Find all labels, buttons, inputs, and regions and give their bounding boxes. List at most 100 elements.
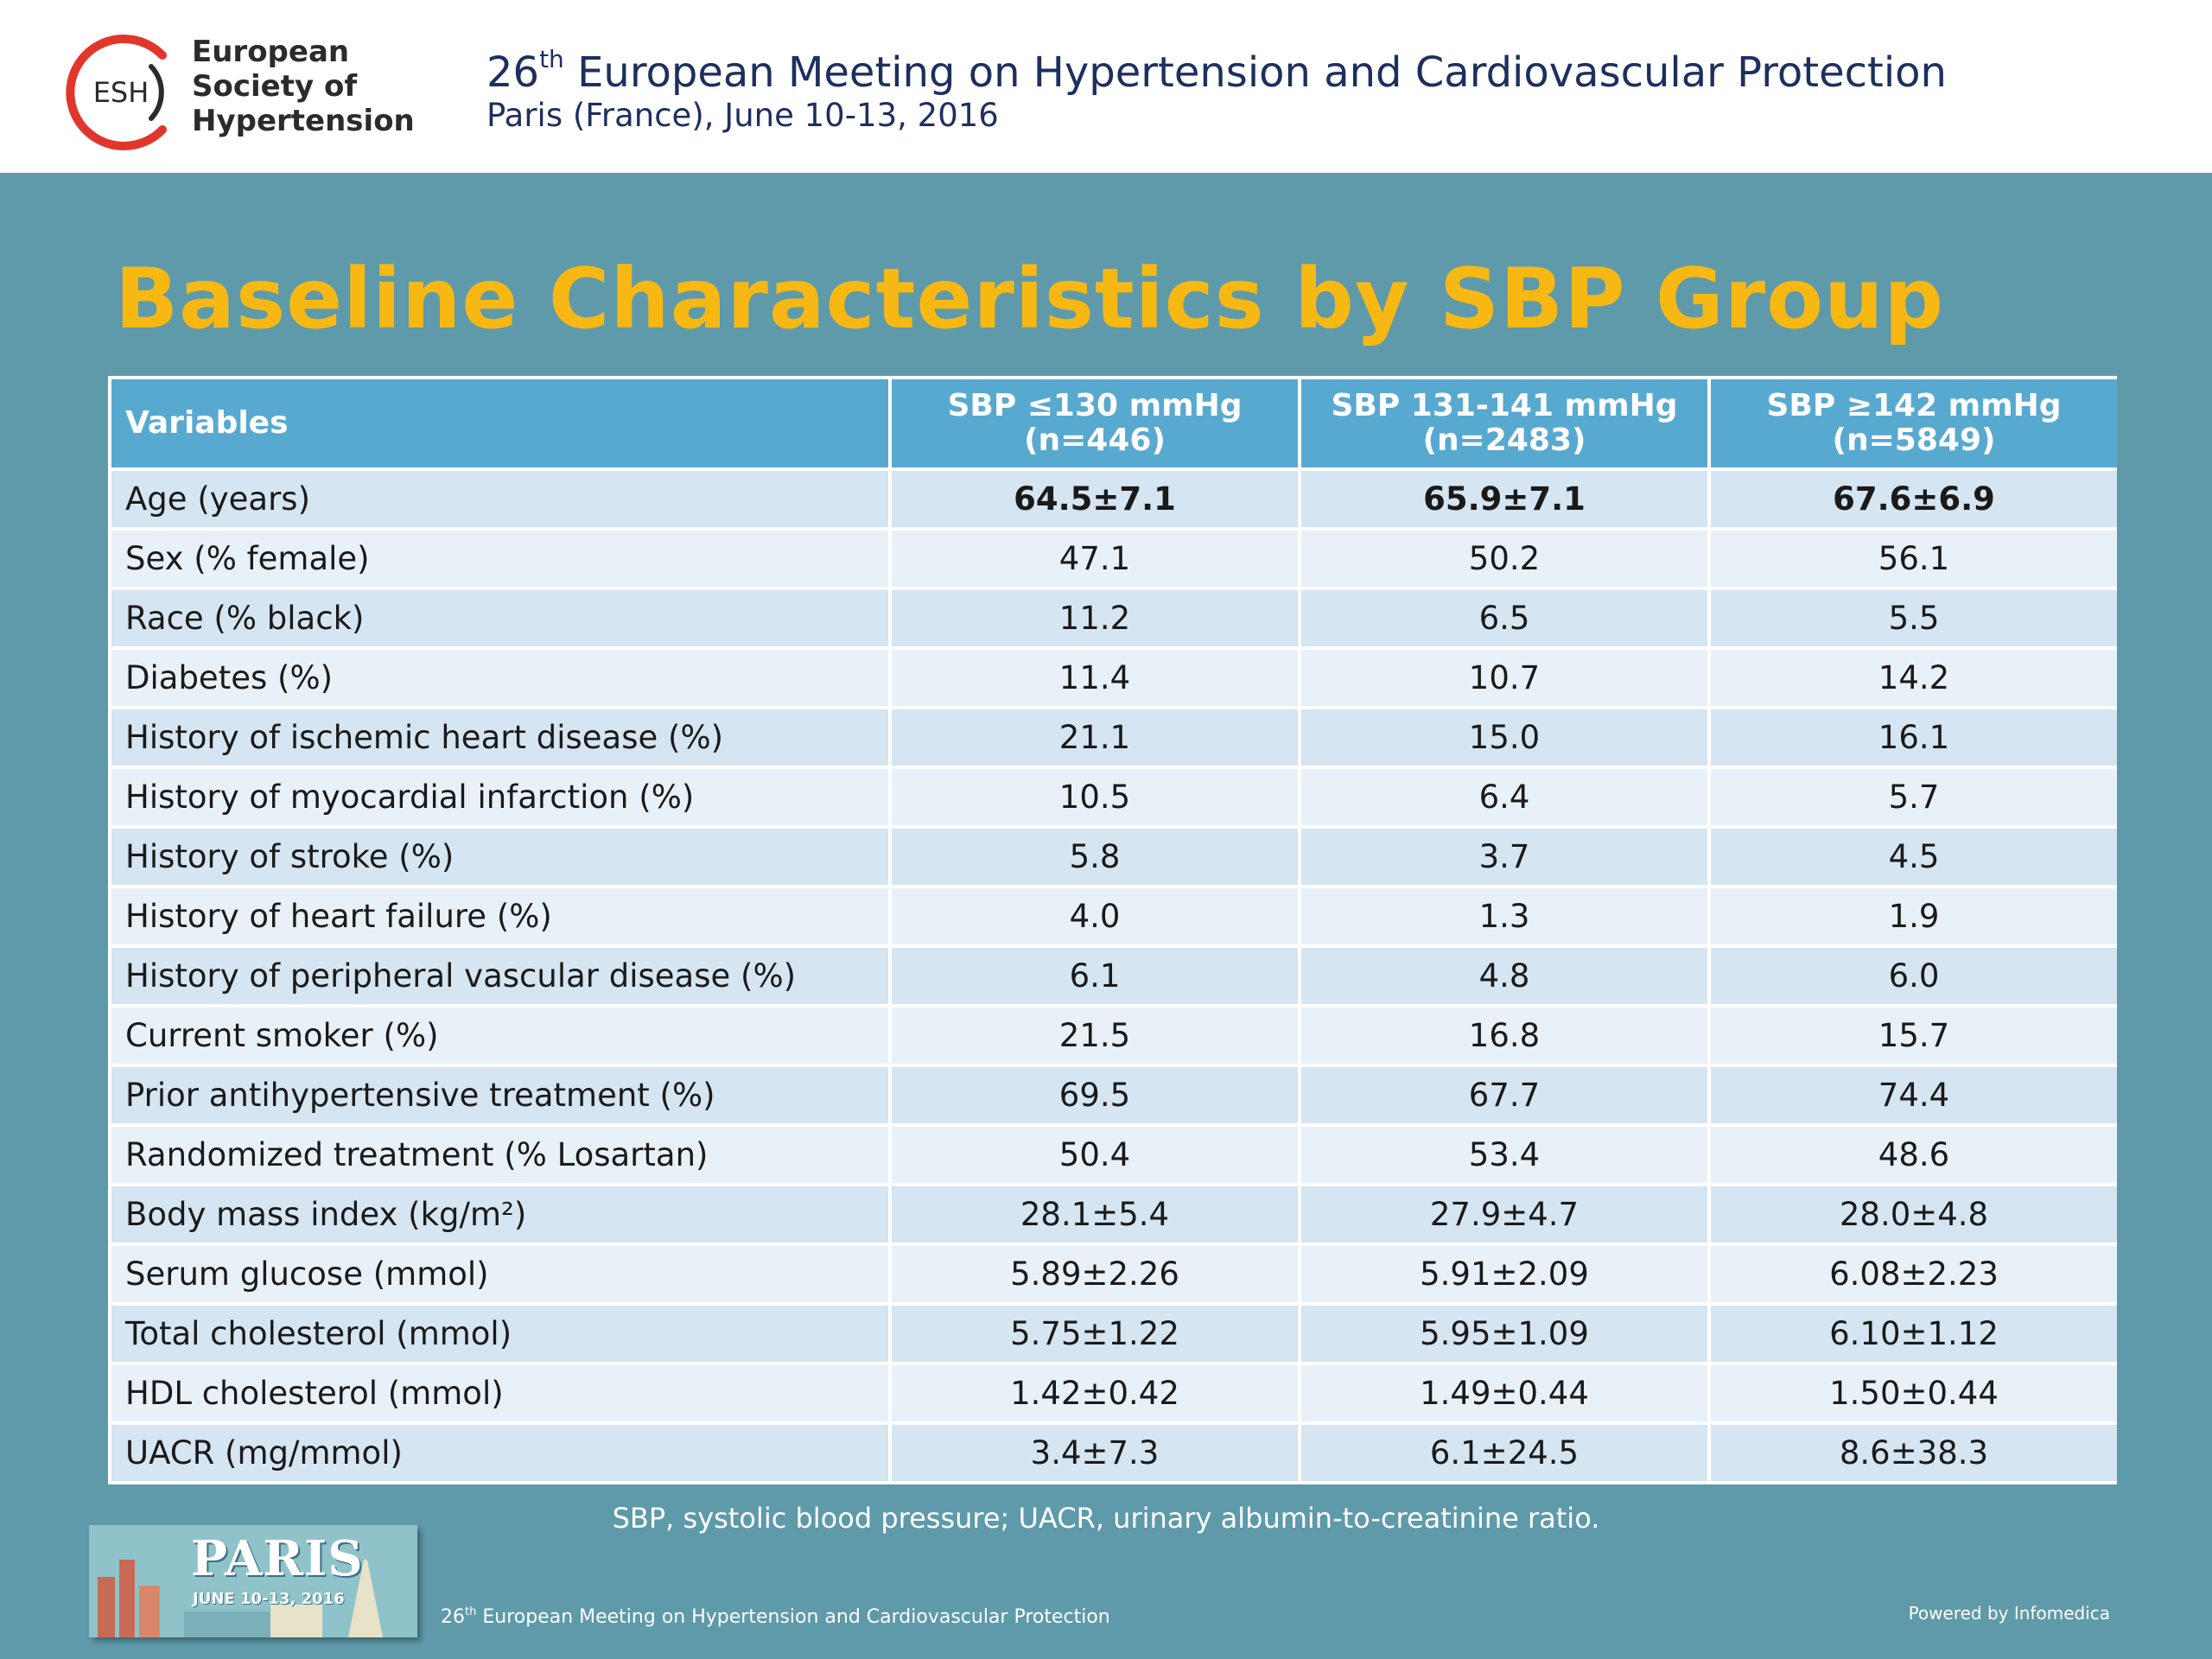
- row-label: Current smoker (%): [111, 1007, 888, 1064]
- table-row: Serum glucose (mmol) 5.89±2.26 5.91±2.09 6.…: [111, 1246, 2117, 1302]
- row-value-group-2: 16.8: [1301, 1007, 1707, 1064]
- organization-name: European Society of Hypertension: [192, 35, 415, 138]
- powered-by-text: Powered by Infomedica: [1908, 1603, 2110, 1624]
- row-value-group-2: 4.8: [1301, 948, 1707, 1004]
- table-row: Total cholesterol (mmol) 5.75±1.22 5.95±1.…: [111, 1306, 2117, 1362]
- row-value-group-3: 74.4: [1711, 1067, 2117, 1123]
- row-value-group-2: 15.0: [1301, 709, 1707, 766]
- row-value-group-2: 6.4: [1301, 769, 1707, 825]
- row-value-group-1: 11.4: [892, 650, 1298, 706]
- row-label: History of heart failure (%): [111, 888, 888, 944]
- meeting-title-text: European Meeting on Hypertension and Car…: [577, 48, 1947, 97]
- row-value-group-2: 10.7: [1301, 650, 1707, 706]
- header-bar: ESH European Society of Hypertension 26t…: [0, 0, 2212, 173]
- row-value-group-2: 53.4: [1301, 1127, 1707, 1183]
- footer-ordinal: 26: [441, 1606, 465, 1628]
- row-value-group-3: 56.1: [1711, 531, 2117, 587]
- table-row: Prior antihypertensive treatment (%) 69.5…: [111, 1067, 2117, 1123]
- table-row: History of myocardial infarction (%) 10.5…: [111, 769, 2117, 825]
- footer-meeting-text: 26th European Meeting on Hypertension an…: [441, 1605, 1110, 1628]
- row-value-group-3: 6.08±2.23: [1711, 1246, 2117, 1302]
- row-value-group-1: 6.1: [892, 948, 1298, 1004]
- row-value-group-3: 8.6±38.3: [1711, 1425, 2117, 1481]
- row-value-group-3: 28.0±4.8: [1711, 1186, 2117, 1243]
- header-group-2: SBP 131-141 mmHg (n=2483): [1301, 379, 1707, 467]
- row-value-group-1: 10.5: [892, 769, 1298, 825]
- paris-skyline-icon: [89, 1525, 417, 1637]
- row-value-group-3: 48.6: [1711, 1127, 2117, 1183]
- row-value-group-1: 21.5: [892, 1007, 1298, 1064]
- row-value-group-1: 47.1: [892, 531, 1298, 587]
- row-label: History of ischemic heart disease (%): [111, 709, 888, 766]
- table-header-row: Variables SBP ≤130 mmHg (n=446) SBP 131-1…: [111, 379, 2117, 467]
- table-row: Age (years) 64.5±7.1 65.9±7.1 67.6±6.9: [111, 471, 2117, 527]
- meeting-title: 26th European Meeting on Hypertension an…: [486, 45, 1947, 97]
- row-label: UACR (mg/mmol): [111, 1425, 888, 1481]
- meeting-subtitle: Paris (France), June 10-13, 2016: [486, 97, 999, 134]
- row-value-group-1: 11.2: [892, 590, 1298, 646]
- badge-date: JUNE 10-13, 2016: [193, 1590, 345, 1608]
- table-row: Diabetes (%) 11.4 10.7 14.2: [111, 650, 2117, 706]
- baseline-table: Variables SBP ≤130 mmHg (n=446) SBP 131-1…: [108, 376, 2117, 1484]
- footer-meeting-name: European Meeting on Hypertension and Car…: [482, 1606, 1110, 1628]
- row-label: Prior antihypertensive treatment (%): [111, 1067, 888, 1123]
- table-row: History of stroke (%) 5.8 3.7 4.5: [111, 829, 2117, 885]
- row-value-group-3: 6.10±1.12: [1711, 1306, 2117, 1362]
- footnote: SBP, systolic blood pressure; UACR, urin…: [612, 1502, 1600, 1535]
- logo-text: ESH: [93, 76, 149, 109]
- table-row: Race (% black) 11.2 6.5 5.5: [111, 590, 2117, 646]
- table-row: History of heart failure (%) 4.0 1.3 1.9: [111, 888, 2117, 944]
- header-group-3: SBP ≥142 mmHg (n=5849): [1711, 379, 2117, 467]
- esh-logo-icon: ESH: [66, 35, 167, 150]
- row-value-group-1: 5.8: [892, 829, 1298, 885]
- meeting-ordinal: 26: [486, 48, 540, 97]
- row-label: History of stroke (%): [111, 829, 888, 885]
- row-value-group-1: 64.5±7.1: [892, 471, 1298, 527]
- table-row: Randomized treatment (% Losartan) 50.4 53.…: [111, 1127, 2117, 1183]
- row-label: Total cholesterol (mmol): [111, 1306, 888, 1362]
- paris-badge-image: PARIS JUNE 10-13, 2016: [89, 1525, 417, 1637]
- row-value-group-3: 67.6±6.9: [1711, 471, 2117, 527]
- row-value-group-2: 6.1±24.5: [1301, 1425, 1707, 1481]
- org-line-3: Hypertension: [192, 104, 415, 138]
- slide-title: Baseline Characteristics by SBP Group: [115, 251, 1945, 347]
- row-value-group-1: 5.89±2.26: [892, 1246, 1298, 1302]
- row-value-group-2: 27.9±4.7: [1301, 1186, 1707, 1243]
- row-value-group-3: 6.0: [1711, 948, 2117, 1004]
- row-label: Serum glucose (mmol): [111, 1246, 888, 1302]
- row-value-group-1: 50.4: [892, 1127, 1298, 1183]
- table-row: Body mass index (kg/m²) 28.1±5.4 27.9±4.7 2…: [111, 1186, 2117, 1243]
- org-line-1: European: [192, 35, 350, 69]
- table-row: Current smoker (%) 21.5 16.8 15.7: [111, 1007, 2117, 1064]
- row-value-group-1: 69.5: [892, 1067, 1298, 1123]
- row-value-group-2: 67.7: [1301, 1067, 1707, 1123]
- table-row: History of peripheral vascular disease (…: [111, 948, 2117, 1004]
- header-variables: Variables: [111, 379, 888, 467]
- row-label: Age (years): [111, 471, 888, 527]
- row-value-group-2: 5.91±2.09: [1301, 1246, 1707, 1302]
- row-value-group-1: 3.4±7.3: [892, 1425, 1298, 1481]
- table-row: UACR (mg/mmol) 3.4±7.3 6.1±24.5 8.6±38.3: [111, 1425, 2117, 1481]
- row-value-group-3: 15.7: [1711, 1007, 2117, 1064]
- row-value-group-2: 6.5: [1301, 590, 1707, 646]
- row-value-group-3: 5.7: [1711, 769, 2117, 825]
- row-value-group-1: 28.1±5.4: [892, 1186, 1298, 1243]
- row-value-group-1: 5.75±1.22: [892, 1306, 1298, 1362]
- row-value-group-3: 5.5: [1711, 590, 2117, 646]
- org-line-2: Society of: [192, 69, 358, 104]
- row-value-group-3: 16.1: [1711, 709, 2117, 766]
- table-row: History of ischemic heart disease (%) 21.…: [111, 709, 2117, 766]
- row-label: HDL cholesterol (mmol): [111, 1365, 888, 1421]
- row-value-group-2: 5.95±1.09: [1301, 1306, 1707, 1362]
- table-row: HDL cholesterol (mmol) 1.42±0.42 1.49±0.44…: [111, 1365, 2117, 1421]
- row-label: Body mass index (kg/m²): [111, 1186, 888, 1243]
- row-value-group-3: 14.2: [1711, 650, 2117, 706]
- meeting-ordinal-suffix: th: [539, 45, 564, 73]
- row-label: History of peripheral vascular disease (…: [111, 948, 888, 1004]
- row-label: Diabetes (%): [111, 650, 888, 706]
- row-value-group-1: 21.1: [892, 709, 1298, 766]
- row-label: Sex (% female): [111, 531, 888, 587]
- row-value-group-2: 50.2: [1301, 531, 1707, 587]
- row-value-group-3: 1.50±0.44: [1711, 1365, 2117, 1421]
- header-group-1: SBP ≤130 mmHg (n=446): [892, 379, 1298, 467]
